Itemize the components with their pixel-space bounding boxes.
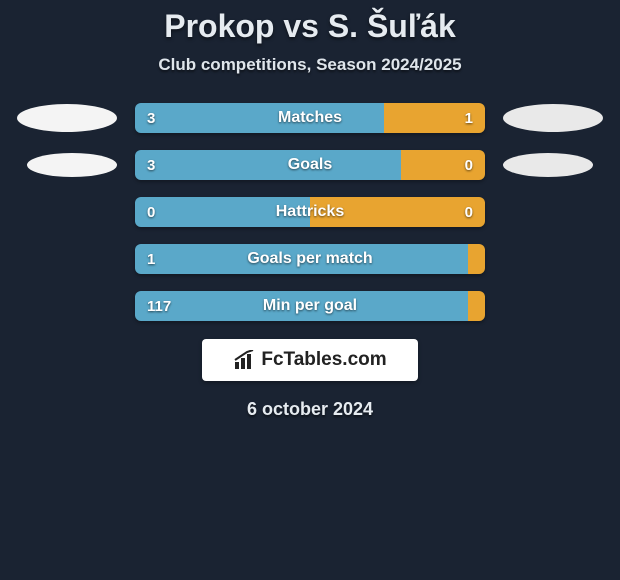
stat-row: Min per goal117 (0, 291, 620, 321)
bar-right-fill (468, 244, 486, 274)
stat-bar: Goals per match1 (135, 244, 485, 274)
stat-value-left: 3 (147, 103, 155, 133)
chart-date: 6 october 2024 (0, 399, 620, 420)
player-oval-left (27, 153, 117, 177)
bar-left-fill (135, 150, 401, 180)
player-oval-right (503, 104, 603, 132)
logo-text: FcTables.com (261, 349, 386, 371)
stat-rows: Matches31Goals30Hattricks00Goals per mat… (0, 103, 620, 321)
stat-row: Goals30 (0, 150, 620, 180)
stat-value-left: 117 (147, 291, 171, 321)
stat-value-left: 0 (147, 197, 155, 227)
comparison-chart: Prokop vs S. Šuľák Club competitions, Se… (0, 0, 620, 420)
stat-value-left: 3 (147, 150, 155, 180)
logo-box: FcTables.com (202, 339, 418, 381)
bar-right-fill (310, 197, 485, 227)
bar-left-fill (135, 244, 468, 274)
stat-value-right: 1 (465, 103, 473, 133)
player-oval-left (17, 104, 117, 132)
logo: FcTables.com (233, 349, 386, 371)
bar-left-fill (135, 197, 310, 227)
stat-row: Goals per match1 (0, 244, 620, 274)
chart-title: Prokop vs S. Šuľák (0, 8, 620, 45)
bar-left-fill (135, 103, 384, 133)
stat-row: Hattricks00 (0, 197, 620, 227)
stat-bar: Hattricks00 (135, 197, 485, 227)
stat-bar: Goals30 (135, 150, 485, 180)
stat-value-right: 0 (465, 150, 473, 180)
stat-value-right: 0 (465, 197, 473, 227)
stat-bar: Matches31 (135, 103, 485, 133)
bar-left-fill (135, 291, 468, 321)
chart-subtitle: Club competitions, Season 2024/2025 (0, 55, 620, 75)
bar-right-fill (468, 291, 486, 321)
player-oval-right (503, 153, 593, 177)
stat-bar: Min per goal117 (135, 291, 485, 321)
stat-row: Matches31 (0, 103, 620, 133)
bar-chart-icon (233, 350, 257, 370)
stat-value-left: 1 (147, 244, 155, 274)
